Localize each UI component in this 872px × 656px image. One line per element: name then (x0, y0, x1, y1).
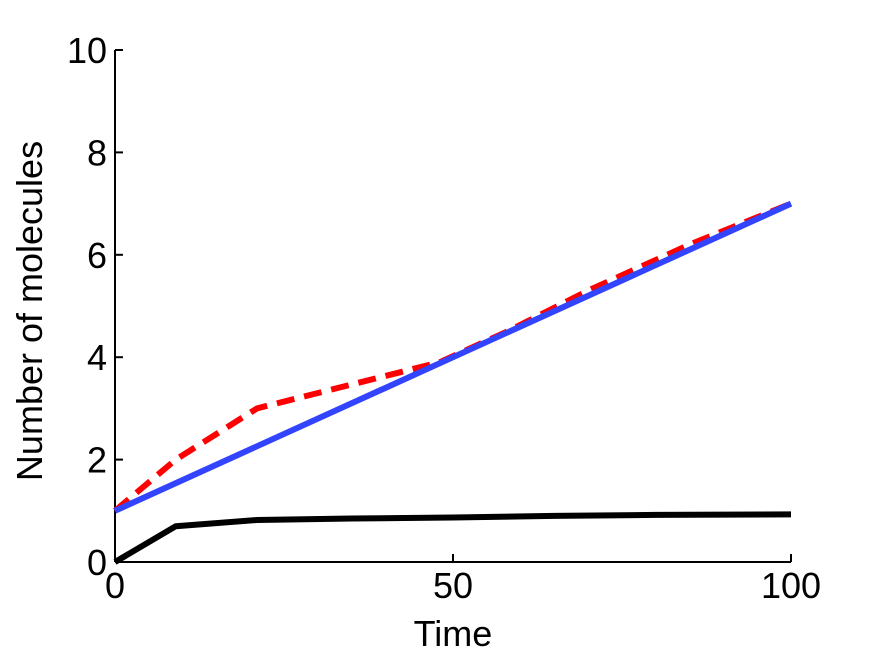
x-tick-label: 100 (761, 565, 821, 606)
ticks: 0 50 100 0 2 4 6 8 10 (67, 30, 821, 606)
y-tick-label: 2 (87, 440, 107, 481)
series-line-1 (113, 200, 793, 514)
y-axis-title: Number of molecules (9, 141, 50, 481)
y-tick-label: 0 (87, 542, 107, 583)
y-tick-label: 4 (87, 337, 107, 378)
y-tick-label: 6 (87, 235, 107, 276)
y-tick-label: 8 (87, 132, 107, 173)
x-axis-title: Time (414, 613, 493, 654)
x-tick-label: 50 (433, 565, 473, 606)
plot-area: 0 50 100 0 2 4 6 8 10 (67, 30, 821, 606)
series-line-3 (113, 511, 792, 565)
series-line-2 (113, 200, 793, 514)
x-tick-label: 0 (105, 565, 125, 606)
y-tick-label: 10 (67, 30, 107, 71)
series-layer (113, 200, 793, 565)
